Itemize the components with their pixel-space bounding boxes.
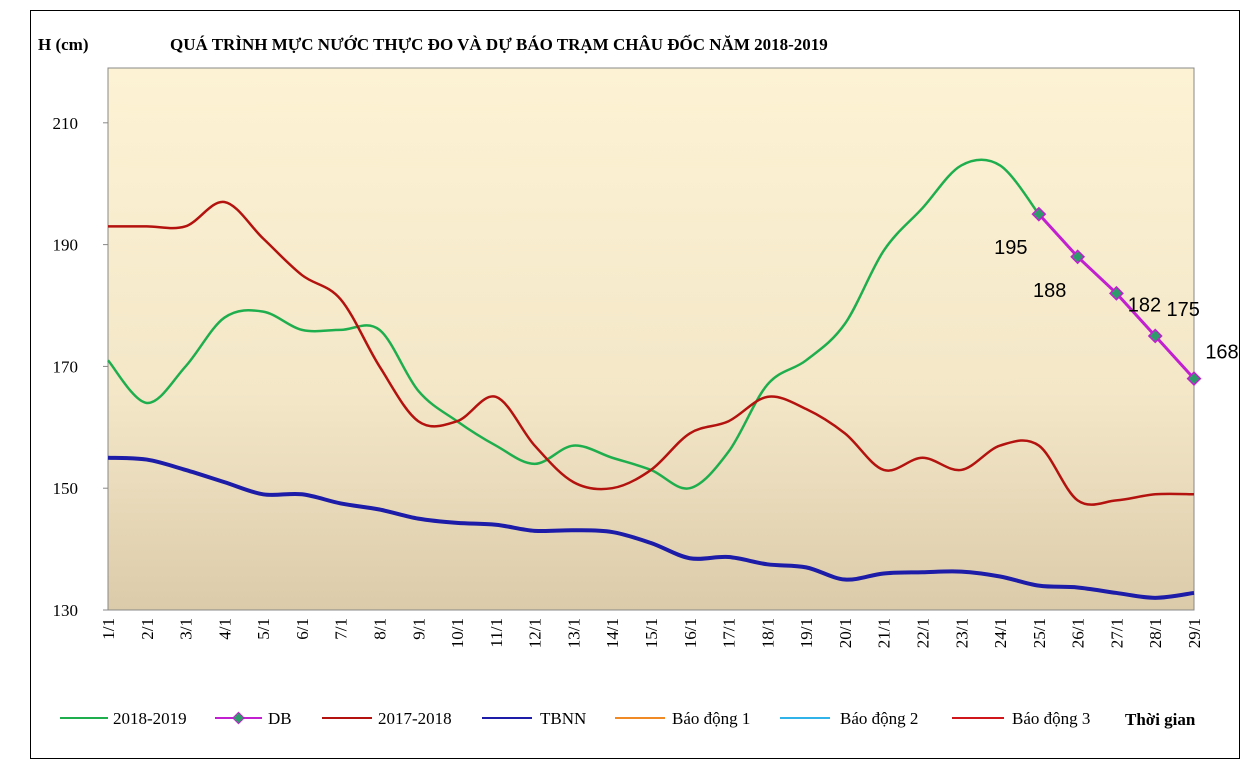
marker: [1186, 371, 1202, 387]
x-tick-label: 20/1: [836, 618, 855, 648]
x-tick-label: 14/1: [603, 618, 622, 648]
x-tick-label: 1/1: [99, 618, 118, 640]
legend-label: 2018-2019: [113, 709, 187, 728]
frame: [30, 10, 1240, 759]
series-line: [107, 455, 1195, 600]
y-axis-label: H (cm): [38, 35, 89, 54]
legend-marker: [232, 711, 245, 725]
x-tick-label: 17/1: [720, 618, 739, 648]
data-label: 168: [1205, 342, 1238, 364]
data-label: 188: [1033, 280, 1066, 302]
legend-label: 2017-2018: [378, 709, 452, 728]
data-label: 175: [1167, 299, 1200, 321]
x-tick-label: 9/1: [409, 618, 428, 640]
x-tick-label: 29/1: [1185, 618, 1204, 648]
x-axis-label: Thời gian: [1125, 710, 1196, 729]
x-tick-label: 16/1: [681, 618, 700, 648]
x-tick-label: 25/1: [1030, 618, 1049, 648]
series-line: [107, 158, 1040, 490]
x-tick-label: 3/1: [177, 618, 196, 640]
y-tick-label: 130: [53, 601, 79, 620]
x-tick-label: 5/1: [254, 618, 273, 640]
legend-label: TBNN: [540, 709, 586, 728]
y-tick-label: 150: [53, 479, 79, 498]
y-tick-label: 170: [53, 357, 79, 376]
data-label: 182: [1128, 294, 1161, 316]
marker: [1070, 249, 1086, 265]
legend-label: Báo động 1: [672, 709, 750, 728]
legend-label: DB: [268, 709, 292, 728]
x-tick-label: 10/1: [448, 618, 467, 648]
x-tick-label: 13/1: [564, 618, 583, 648]
plot-area: [107, 67, 1195, 611]
x-tick-label: 6/1: [293, 618, 312, 640]
x-tick-label: 19/1: [797, 618, 816, 648]
x-tick-label: 23/1: [952, 618, 971, 648]
x-tick-label: 28/1: [1146, 618, 1165, 648]
x-tick-label: 7/1: [332, 618, 351, 640]
y-tick-label: 190: [53, 236, 79, 255]
legend-label: Báo động 2: [840, 709, 918, 728]
x-tick-label: 26/1: [1069, 618, 1088, 648]
legend-label: Báo động 3: [1012, 709, 1090, 728]
series-line: [108, 200, 1195, 506]
x-tick-label: 15/1: [642, 618, 661, 648]
x-tick-label: 11/1: [487, 618, 506, 648]
x-tick-label: 2/1: [138, 618, 157, 640]
marker: [1147, 328, 1163, 344]
marker: [1031, 206, 1047, 222]
x-tick-label: 22/1: [914, 618, 933, 648]
chart-title: QUÁ TRÌNH MỰC NƯỚC THỰC ĐO VÀ DỰ BÁO TRẠ…: [170, 34, 828, 54]
x-tick-label: 21/1: [875, 618, 894, 648]
x-tick-label: 18/1: [758, 618, 777, 648]
x-tick-label: 24/1: [991, 618, 1010, 648]
x-tick-label: 12/1: [526, 618, 545, 648]
x-tick-label: 8/1: [371, 618, 390, 640]
x-tick-label: 4/1: [215, 618, 234, 640]
x-tick-label: 27/1: [1107, 618, 1126, 648]
marker: [1109, 285, 1124, 301]
data-label: 195: [994, 237, 1027, 259]
y-tick-label: 210: [53, 114, 79, 133]
